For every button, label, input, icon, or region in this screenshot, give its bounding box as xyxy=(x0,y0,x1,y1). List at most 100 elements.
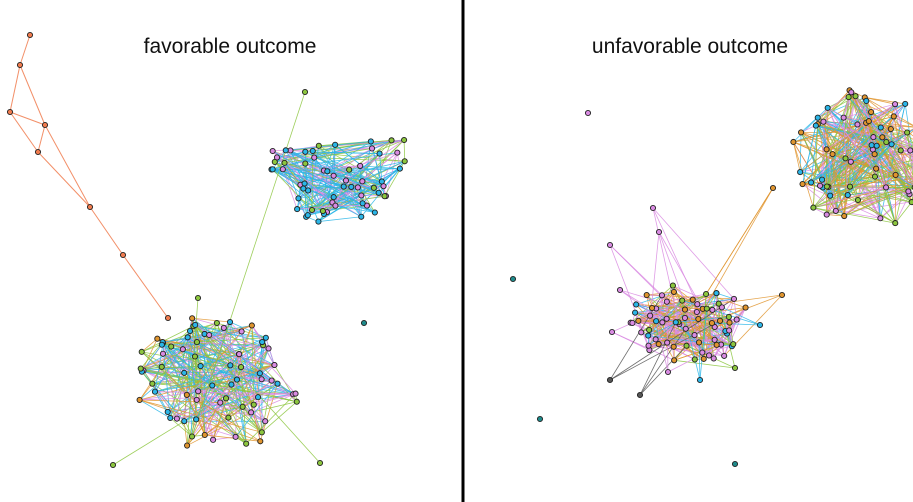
edge xyxy=(154,366,242,393)
edge xyxy=(272,150,328,213)
node xyxy=(868,108,875,116)
node xyxy=(797,169,804,176)
node xyxy=(629,319,636,326)
edge xyxy=(792,141,814,208)
edge xyxy=(379,153,383,182)
edge xyxy=(705,187,774,295)
node xyxy=(655,341,662,348)
edge xyxy=(619,289,667,320)
node xyxy=(823,146,830,153)
node xyxy=(689,296,696,303)
node xyxy=(232,433,239,440)
node xyxy=(332,141,339,148)
edge xyxy=(204,325,252,335)
node xyxy=(536,415,544,423)
node xyxy=(213,319,220,327)
node xyxy=(908,199,913,206)
node xyxy=(671,357,678,364)
node xyxy=(357,162,364,169)
node xyxy=(256,370,263,377)
node xyxy=(173,415,180,422)
node xyxy=(877,215,884,222)
edge xyxy=(658,231,700,343)
node xyxy=(799,181,806,188)
edge xyxy=(823,121,837,211)
edge xyxy=(799,120,870,173)
node xyxy=(649,204,657,212)
edge xyxy=(900,150,913,162)
edge xyxy=(284,162,305,184)
edge xyxy=(843,150,911,217)
node xyxy=(790,138,797,146)
node xyxy=(902,100,909,107)
node xyxy=(250,401,257,408)
node xyxy=(696,376,704,384)
edge xyxy=(639,345,687,396)
node xyxy=(669,282,676,289)
node xyxy=(852,93,859,100)
node xyxy=(606,241,614,249)
node xyxy=(664,368,672,376)
node xyxy=(330,172,337,179)
node xyxy=(222,395,230,402)
edge xyxy=(184,383,278,422)
edge xyxy=(826,153,875,187)
node xyxy=(268,377,275,384)
node xyxy=(907,147,913,154)
node xyxy=(262,334,269,341)
edge xyxy=(652,207,735,300)
node xyxy=(870,134,877,141)
edge xyxy=(857,124,913,147)
edge xyxy=(274,151,306,163)
edge xyxy=(648,321,679,336)
edge xyxy=(139,399,261,442)
node xyxy=(646,326,653,333)
edge xyxy=(697,187,774,320)
node xyxy=(248,322,255,329)
edge xyxy=(139,399,262,433)
node xyxy=(151,388,159,395)
node xyxy=(655,228,663,236)
node xyxy=(890,113,897,120)
node xyxy=(691,356,698,363)
node xyxy=(731,364,739,372)
node xyxy=(897,147,904,154)
edge xyxy=(37,124,46,153)
node xyxy=(262,418,269,425)
node xyxy=(695,315,702,323)
edge xyxy=(699,308,708,381)
edge xyxy=(208,334,263,433)
edge xyxy=(697,303,719,305)
node xyxy=(682,325,689,332)
node xyxy=(34,148,42,156)
node xyxy=(854,196,861,204)
edge xyxy=(802,143,892,185)
node xyxy=(708,320,716,327)
edge xyxy=(223,327,266,422)
node xyxy=(186,327,194,335)
edge xyxy=(285,149,363,182)
edge xyxy=(800,107,828,133)
node xyxy=(871,173,878,180)
edge xyxy=(345,180,374,189)
node xyxy=(892,171,899,178)
edge xyxy=(170,402,221,419)
node xyxy=(711,336,718,343)
edge xyxy=(194,327,225,357)
node xyxy=(670,288,677,295)
edge xyxy=(648,308,657,346)
edge xyxy=(272,168,344,187)
edge xyxy=(311,151,314,211)
node xyxy=(820,118,827,125)
node xyxy=(188,433,196,440)
node xyxy=(371,209,378,216)
edge xyxy=(802,125,817,185)
edge xyxy=(849,143,892,187)
node xyxy=(179,346,186,353)
edge xyxy=(706,308,715,359)
edge xyxy=(675,293,707,323)
node xyxy=(159,350,167,357)
node xyxy=(136,396,143,403)
node xyxy=(616,286,624,294)
edge xyxy=(219,337,267,403)
